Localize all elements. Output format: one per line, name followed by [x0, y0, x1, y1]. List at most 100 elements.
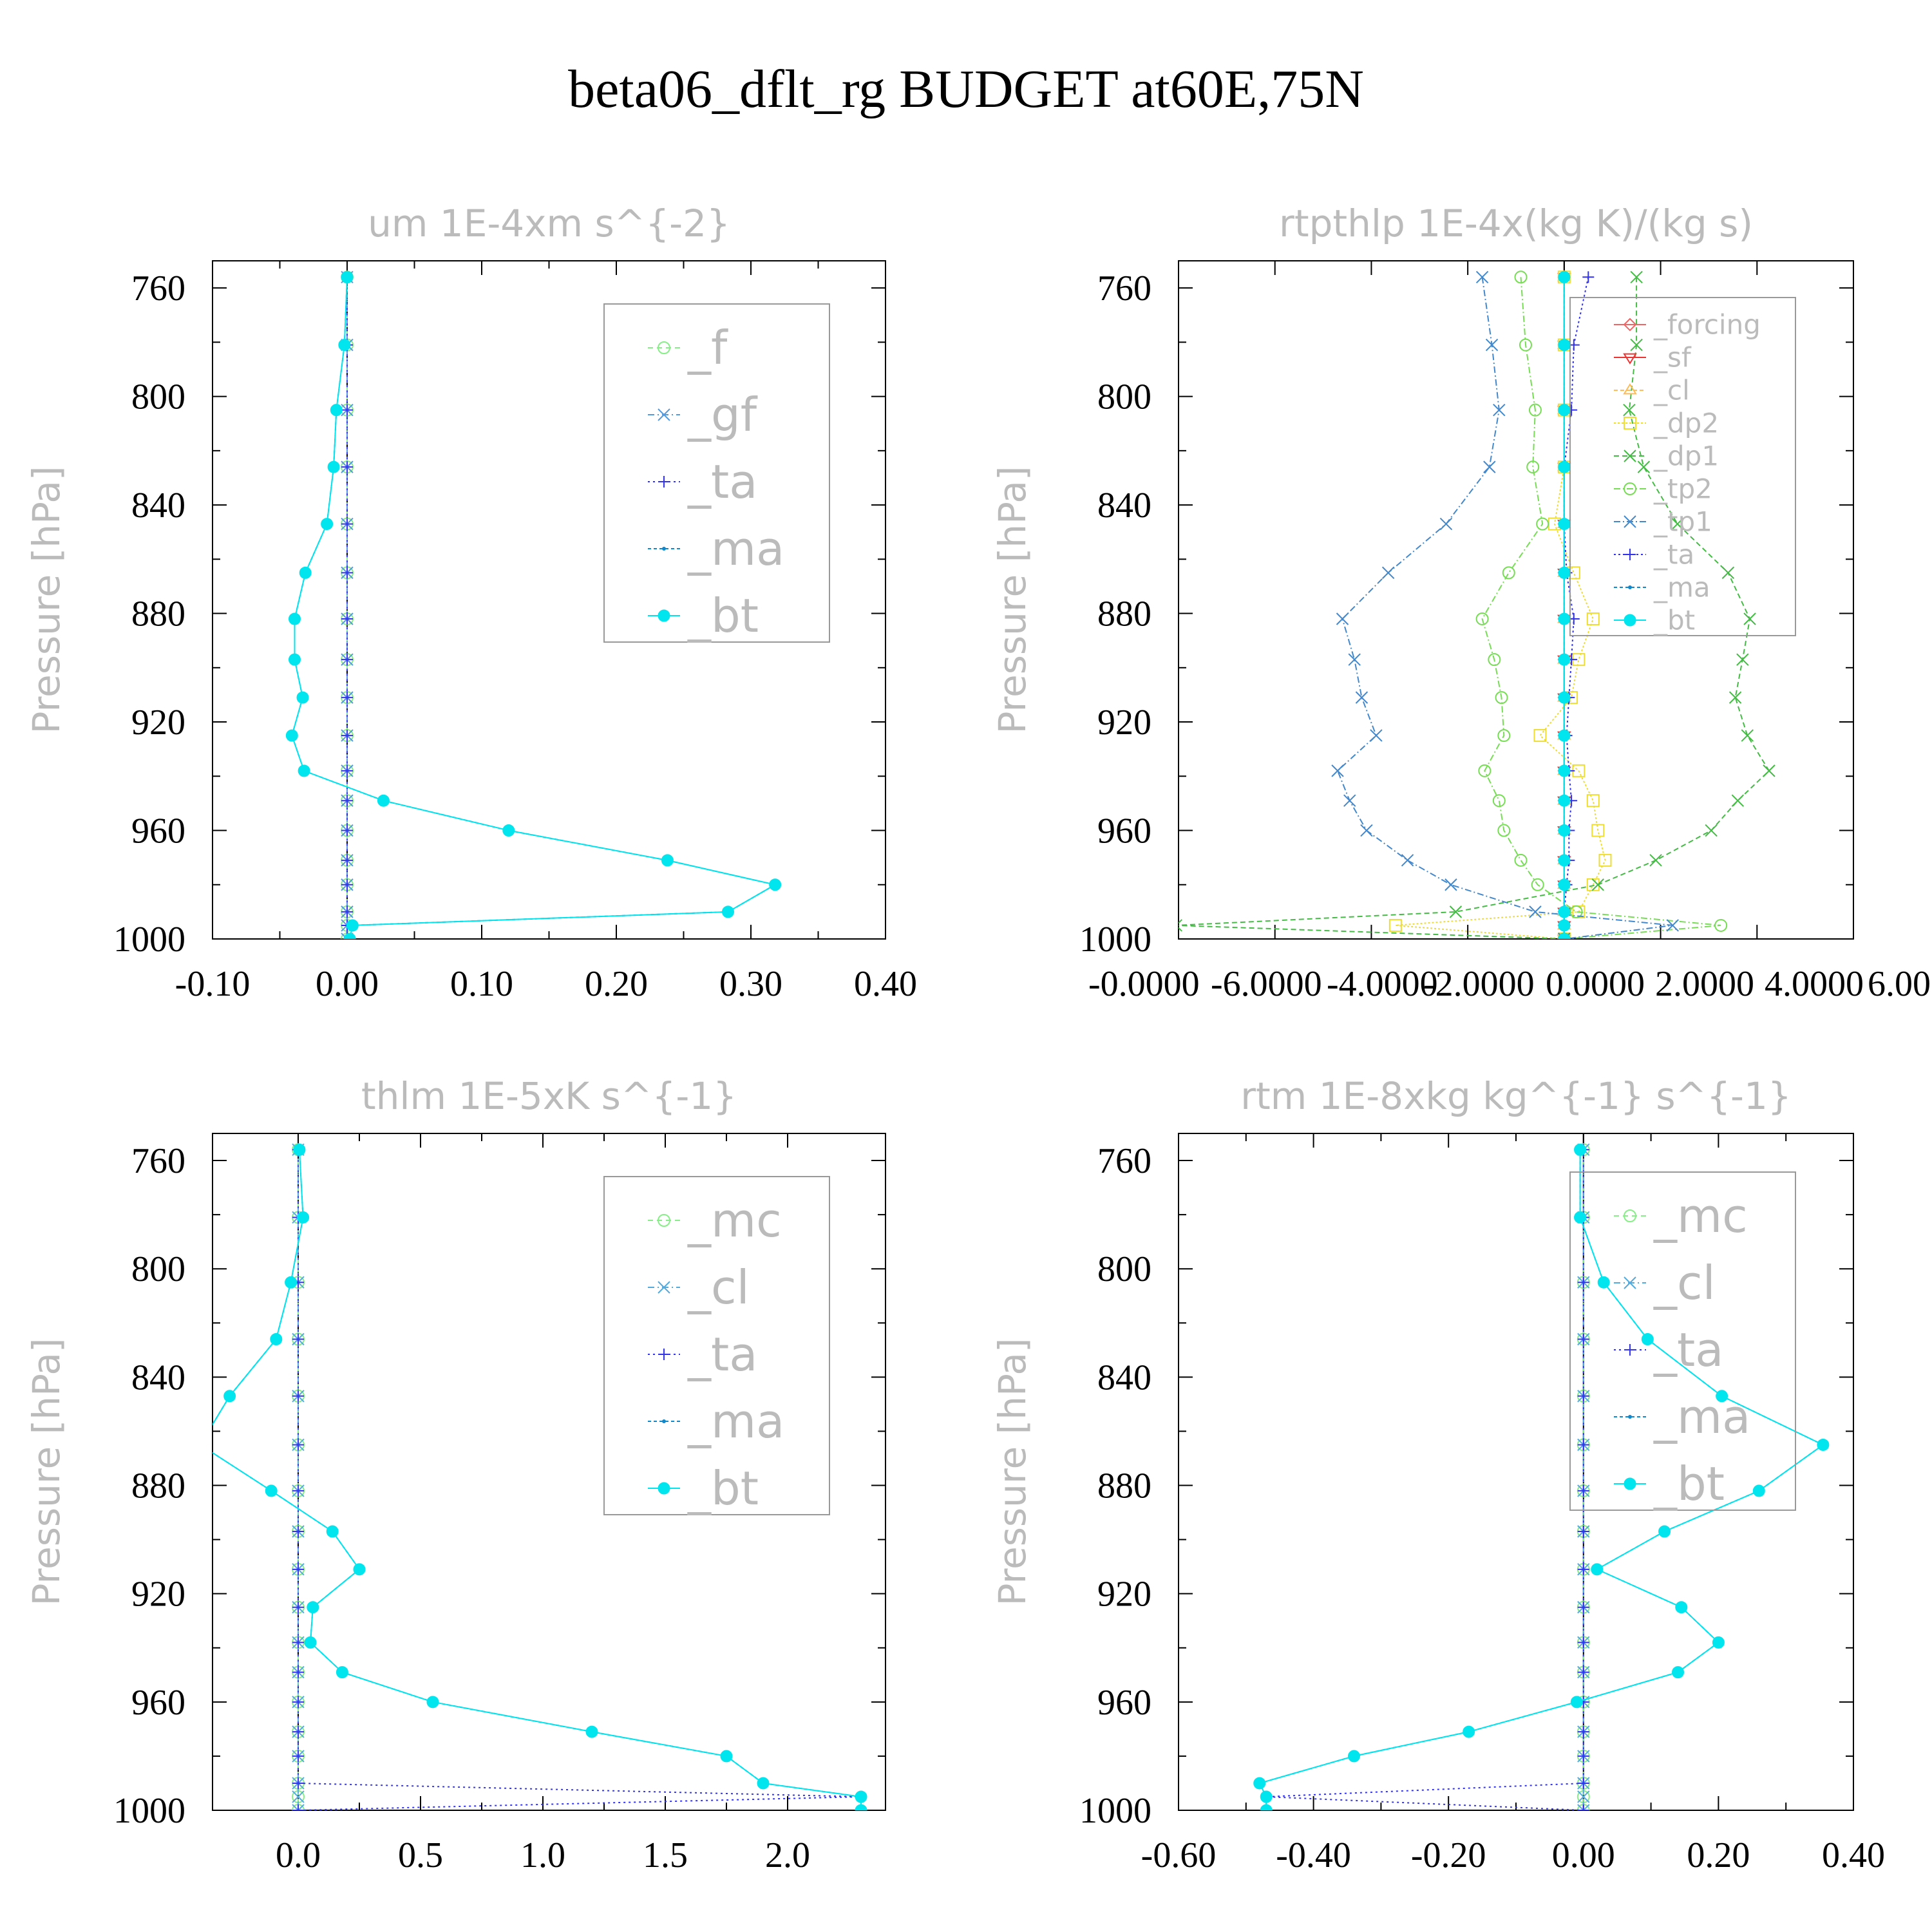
legend-label: _cl [687, 1260, 750, 1314]
data-point [292, 1804, 304, 1810]
legend-label: _gf [687, 388, 758, 442]
legend: _mc _cl _ta _ma _bt [1569, 1171, 1796, 1511]
data-point [341, 518, 353, 530]
data-point [223, 1390, 236, 1403]
chart-panel-3: thlm 1E-5xK s^{-1} Pressure [hPa] 760 800 84… [24, 1074, 886, 1875]
x-tick-label: -2.0000 [1423, 964, 1535, 1004]
legend-label: _sf [1653, 342, 1692, 374]
data-point [1577, 1525, 1589, 1537]
panel-title: rtpthlp 1E-4x(kg K)/(kg s) [1279, 202, 1753, 245]
data-point [1675, 1601, 1688, 1614]
legend-marker [1624, 482, 1636, 495]
data-point [1485, 338, 1499, 352]
data-point [1558, 878, 1571, 891]
data-point [1558, 653, 1571, 666]
data-point [330, 404, 343, 417]
data-point [1741, 729, 1754, 742]
legend-label: _f [687, 321, 728, 375]
y-tick-label: 800 [1097, 1249, 1151, 1289]
y-tick-label: 880 [1097, 1466, 1151, 1506]
data-point [341, 764, 353, 777]
data-point [1558, 518, 1571, 531]
data-point [341, 654, 353, 666]
legend-label: _ta [1653, 1323, 1723, 1377]
data-point [1731, 794, 1745, 807]
data-point [720, 1750, 733, 1763]
legend-marker [1623, 353, 1637, 365]
data-point [341, 824, 353, 837]
data-point [1577, 1601, 1589, 1613]
data-point [296, 691, 309, 704]
data-point [288, 612, 301, 625]
series-line [1266, 1150, 1584, 1810]
data-point [1591, 1563, 1604, 1576]
data-point [285, 729, 298, 742]
data-point [292, 1525, 304, 1537]
data-point [1260, 1790, 1273, 1803]
data-point [1597, 1276, 1610, 1289]
plot-area [1253, 1143, 1830, 1810]
legend-label: _dp2 [1653, 408, 1719, 439]
data-point [1558, 919, 1571, 932]
data-point [1558, 794, 1571, 807]
data-point [1463, 1725, 1475, 1738]
data-point [1497, 729, 1511, 743]
data-point [298, 764, 310, 777]
legend-box [603, 303, 830, 643]
data-point [1514, 270, 1528, 284]
data-point [1637, 460, 1651, 473]
data-point [1712, 1636, 1725, 1649]
data-point [1526, 460, 1540, 474]
data-point [757, 1777, 770, 1790]
data-point [321, 518, 334, 531]
data-point [326, 1525, 339, 1538]
legend: _forcing_sf_cl_dp2_dp1_tp2_tp1_ta_ma_bt [1569, 297, 1796, 636]
x-tick-label: 0.40 [854, 964, 917, 1004]
data-point [292, 1790, 305, 1803]
chart-panel-2: rtpthlp 1E-4x(kg K)/(kg s) Pressure [hPa]… [990, 202, 1932, 1004]
legend-label: _cl [1653, 1256, 1716, 1310]
x-tick-label: -0.0000 [1088, 964, 1200, 1004]
data-point [307, 1601, 319, 1614]
data-point [270, 1333, 283, 1346]
data-point [1260, 1804, 1273, 1810]
data-point [1381, 566, 1395, 580]
data-point [855, 1790, 867, 1803]
x-tick-label: 0.0000 [1546, 964, 1645, 1004]
x-tick-label: 0.10 [450, 964, 513, 1004]
legend-marker [1624, 549, 1636, 560]
y-tick-label: 760 [131, 269, 185, 308]
data-point [1577, 1804, 1590, 1810]
x-tick-label: -0.60 [1141, 1835, 1217, 1875]
y-tick-label: 840 [1097, 1358, 1151, 1397]
data-point [1577, 1563, 1589, 1575]
data-point [1444, 878, 1457, 891]
data-point [297, 1211, 310, 1224]
data-point [1577, 1636, 1589, 1649]
legend-label: _ma [687, 1394, 784, 1448]
legend-marker [662, 1419, 666, 1423]
series-line [213, 1150, 862, 1810]
x-tick-label: 0.20 [1687, 1835, 1750, 1875]
plot-area [285, 270, 782, 939]
y-tick-label: 1000 [113, 920, 185, 960]
x-tick-label: 0.20 [585, 964, 648, 1004]
panel-title: um 1E-4xm s^{-2} [368, 202, 730, 245]
plot-area [1179, 270, 1776, 939]
data-point [1528, 403, 1542, 417]
data-point [1574, 1211, 1587, 1224]
y-tick-label: 1000 [1079, 920, 1151, 960]
legend-marker [658, 408, 670, 421]
data-point [292, 1666, 304, 1678]
legend-marker [658, 1214, 670, 1227]
data-point [1577, 1333, 1589, 1345]
data-point [1502, 566, 1515, 580]
data-point [1649, 854, 1662, 867]
x-tick-label: 0.40 [1822, 1835, 1885, 1875]
data-point [1488, 653, 1501, 667]
legend-marker [1624, 1209, 1636, 1222]
data-point [1658, 1525, 1671, 1538]
data-point [1558, 404, 1571, 417]
data-point [1388, 918, 1402, 932]
data-point [1623, 403, 1636, 417]
